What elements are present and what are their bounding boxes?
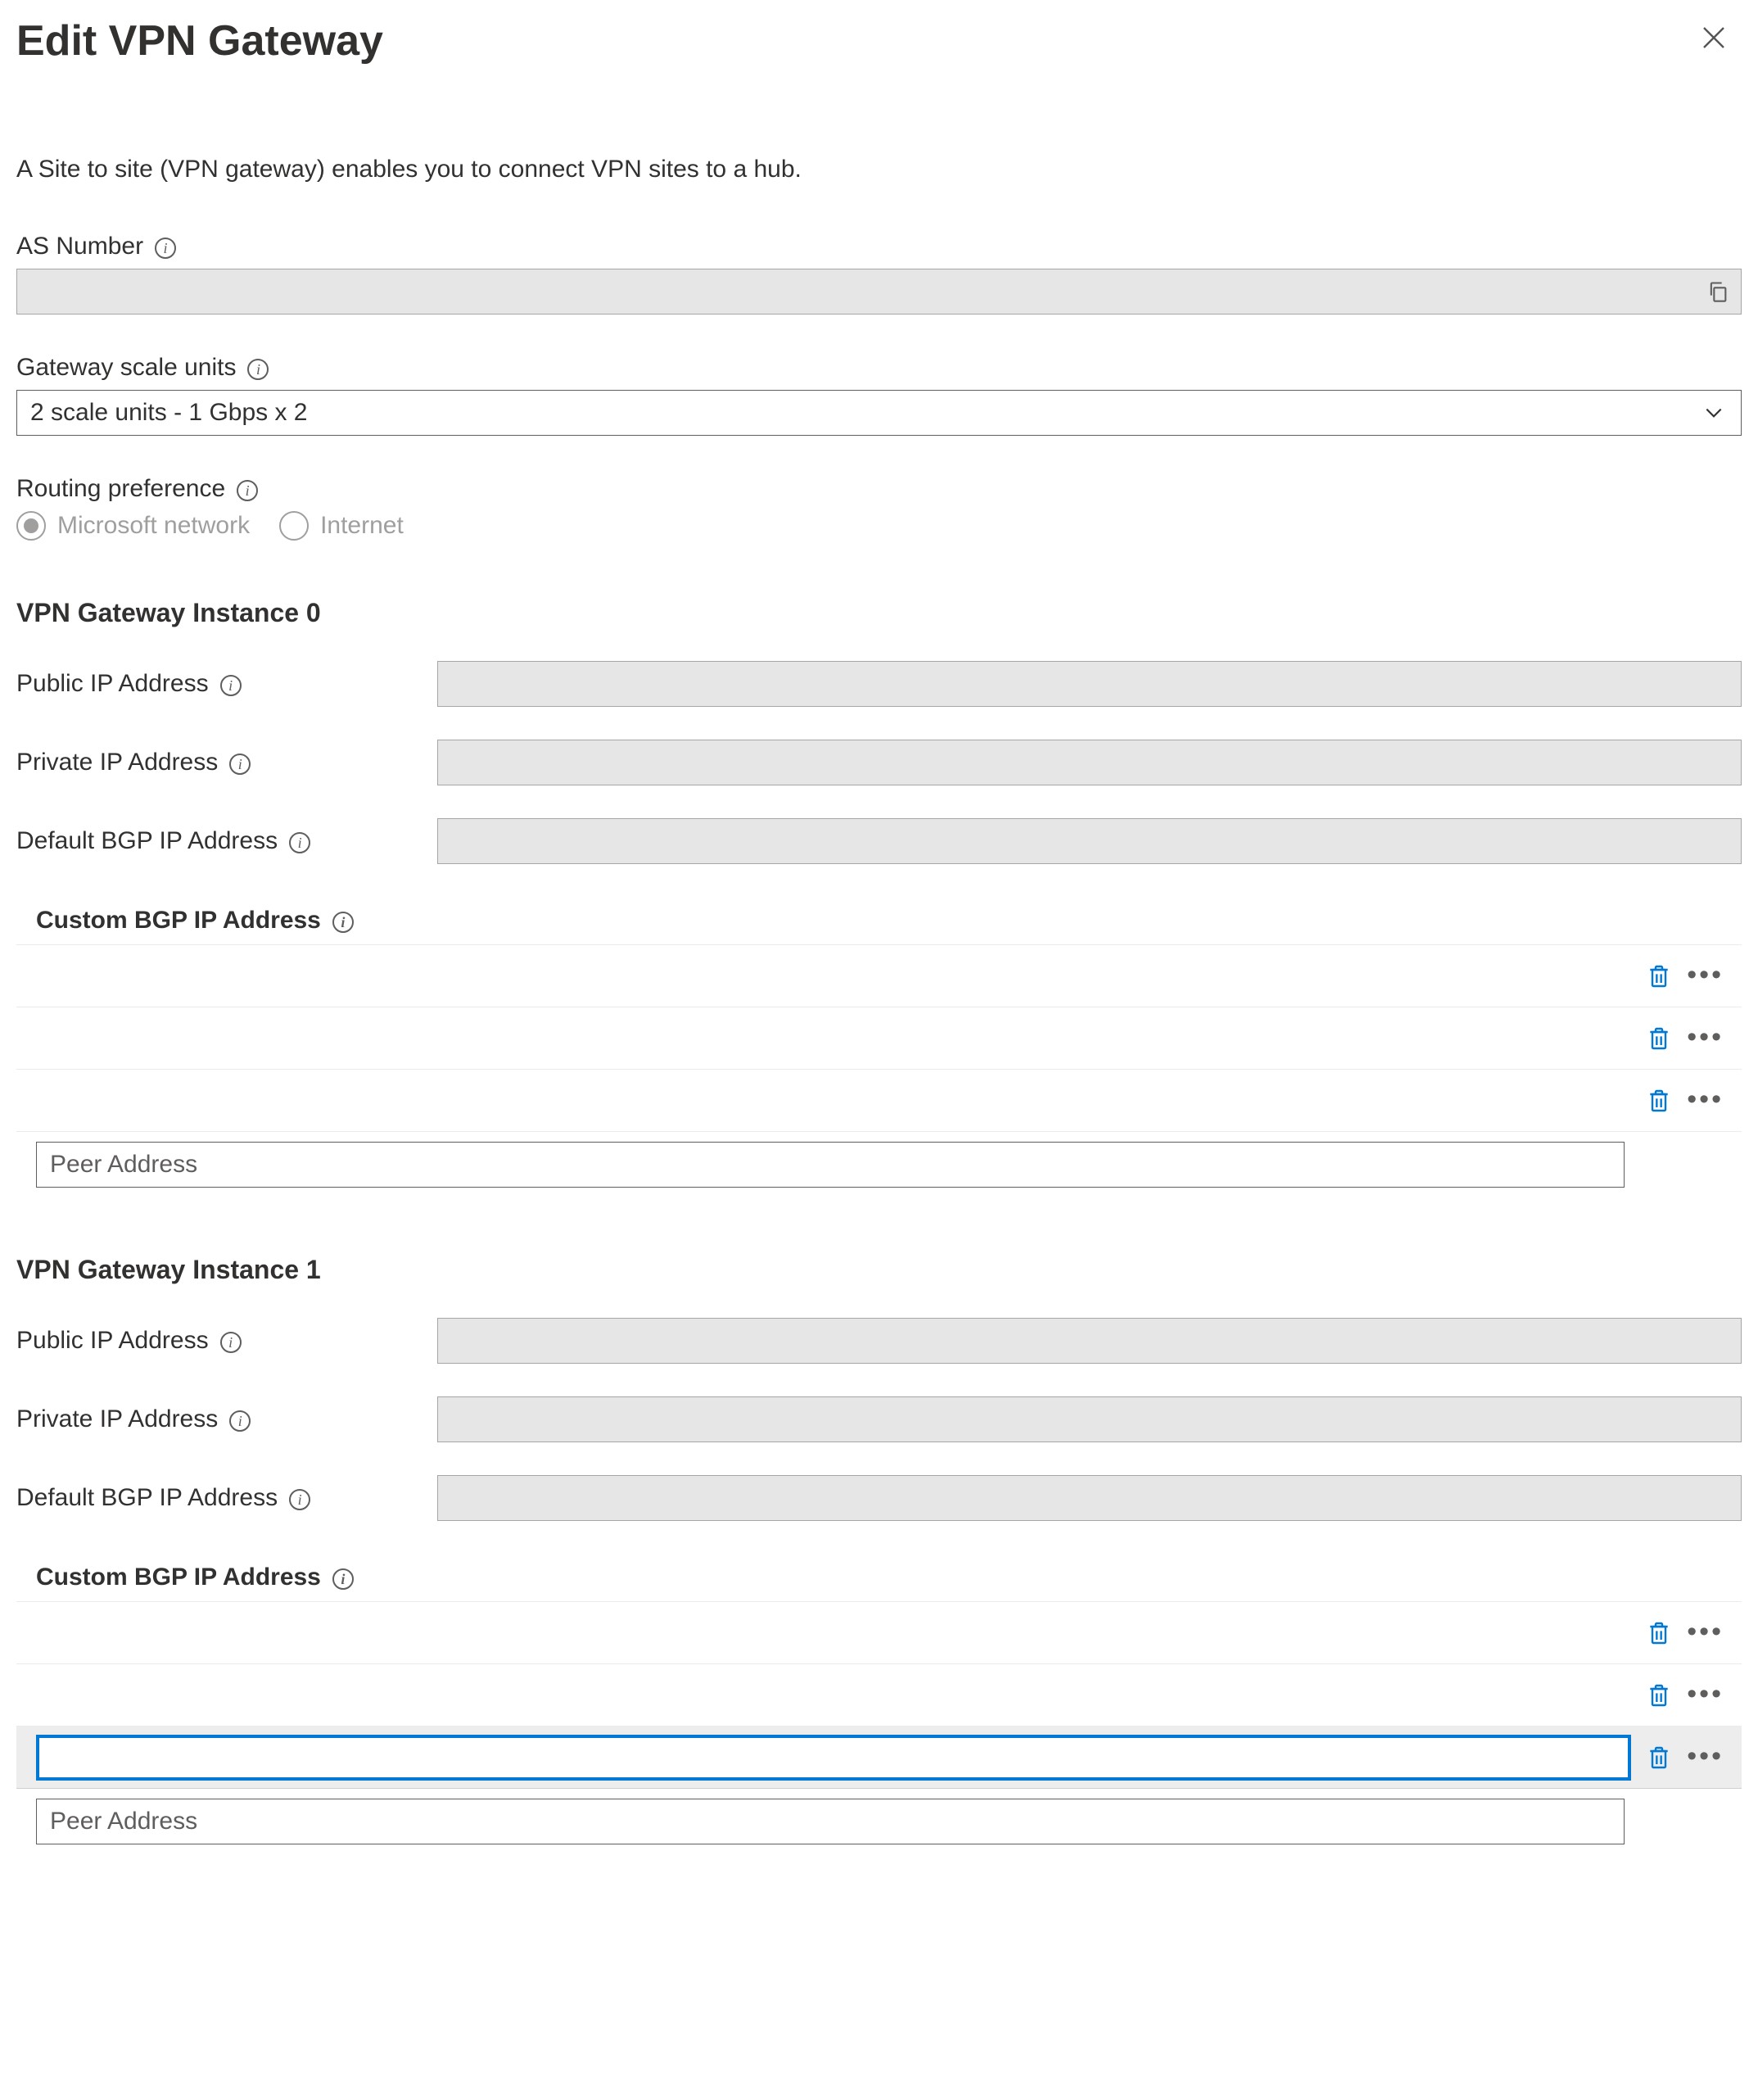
public-ip-label: Public IP Address [16,670,209,698]
info-icon[interactable]: i [237,480,258,501]
radio-label: Internet [320,512,404,540]
custom-bgp-row: ••• [16,945,1742,1007]
close-button[interactable] [1686,16,1742,65]
public-ip-value [437,661,1742,707]
radio-microsoft-network: Microsoft network [16,511,250,541]
delete-icon[interactable] [1646,963,1672,989]
custom-bgp-label: Custom BGP IP Address [36,1564,321,1591]
public-ip-value [437,1318,1742,1364]
description-text: A Site to site (VPN gateway) enables you… [16,156,1742,183]
peer-address-input[interactable]: Peer Address [36,1799,1625,1844]
routing-pref-radios: Microsoft network Internet [16,511,1742,541]
custom-bgp-row: ••• [16,1602,1742,1664]
default-bgp-label: Default BGP IP Address [16,827,278,855]
custom-bgp-row: ••• [16,1007,1742,1070]
copy-icon[interactable] [1706,280,1729,303]
info-icon[interactable]: i [332,1568,354,1590]
default-bgp-value [437,818,1742,864]
more-icon[interactable]: ••• [1682,1023,1729,1051]
delete-icon[interactable] [1646,1620,1672,1646]
custom-bgp-row: ••• [16,1664,1742,1727]
custom-bgp-input[interactable] [36,1735,1631,1781]
info-icon[interactable]: i [289,832,310,853]
public-ip-label: Public IP Address [16,1327,209,1355]
private-ip-value [437,740,1742,785]
more-icon[interactable]: ••• [1682,1742,1729,1770]
scale-units-label: Gateway scale units [16,354,236,382]
info-icon[interactable]: i [220,675,242,696]
peer-address-input[interactable]: Peer Address [36,1142,1625,1188]
custom-bgp-row: ••• [16,1070,1742,1132]
more-icon[interactable]: ••• [1682,1085,1729,1113]
more-icon[interactable]: ••• [1682,1618,1729,1645]
more-icon[interactable]: ••• [1682,1680,1729,1708]
info-icon[interactable]: i [229,1410,251,1432]
scale-units-value: 2 scale units - 1 Gbps x 2 [30,399,308,427]
custom-bgp-row: ••• [16,1727,1742,1789]
private-ip-value [437,1396,1742,1442]
radio-icon [279,511,309,541]
chevron-down-icon [1703,402,1724,423]
info-icon[interactable]: i [247,359,269,380]
routing-pref-label: Routing preference [16,475,225,503]
radio-icon [16,511,46,541]
info-icon[interactable]: i [155,238,176,259]
info-icon[interactable]: i [229,754,251,775]
delete-icon[interactable] [1646,1682,1672,1709]
page-title: Edit VPN Gateway [16,16,383,66]
more-icon[interactable]: ••• [1682,961,1729,989]
delete-icon[interactable] [1646,1745,1672,1771]
info-icon[interactable]: i [220,1332,242,1353]
as-number-input [16,269,1742,315]
close-icon [1699,23,1729,52]
as-number-label: AS Number [16,233,143,260]
scale-units-dropdown[interactable]: 2 scale units - 1 Gbps x 2 [16,390,1742,436]
delete-icon[interactable] [1646,1088,1672,1114]
default-bgp-label: Default BGP IP Address [16,1484,278,1512]
instance-title: VPN Gateway Instance 0 [16,598,1742,628]
radio-label: Microsoft network [57,512,250,540]
info-icon[interactable]: i [289,1489,310,1510]
info-icon[interactable]: i [332,912,354,933]
private-ip-label: Private IP Address [16,749,218,776]
default-bgp-value [437,1475,1742,1521]
custom-bgp-label: Custom BGP IP Address [36,907,321,935]
instance-title: VPN Gateway Instance 1 [16,1255,1742,1285]
radio-internet: Internet [279,511,404,541]
delete-icon[interactable] [1646,1025,1672,1052]
private-ip-label: Private IP Address [16,1405,218,1433]
